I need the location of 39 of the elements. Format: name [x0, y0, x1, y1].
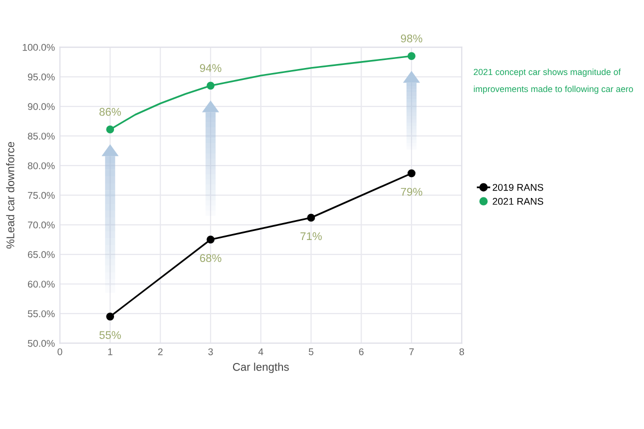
y-tick-label: 65.0% — [28, 251, 55, 258]
x-tick-label: 4 — [258, 348, 264, 356]
y-tick-label: 90.0% — [28, 103, 55, 110]
y-tick-label: 85.0% — [28, 132, 55, 140]
y-tick-label: 80.0% — [28, 162, 55, 170]
x-tick-label: 7 — [409, 348, 414, 356]
x-tick-label: 5 — [308, 348, 314, 356]
data-label: 68% — [200, 254, 222, 262]
legend-label: 2019 RANS — [492, 184, 544, 191]
x-tick-label: 2 — [158, 348, 163, 356]
x-axis-title: Car lengths — [232, 362, 289, 374]
point — [408, 169, 416, 178]
y-tick-label: 100.0% — [22, 44, 55, 51]
x-tick-label: 1 — [108, 348, 112, 356]
data-label: 98% — [400, 34, 422, 42]
y-tick-label: 75.0% — [28, 192, 55, 199]
y-tick-label: 55.0% — [28, 310, 55, 318]
x-tick-label: 3 — [208, 348, 213, 356]
point — [206, 82, 215, 90]
y-tick-label: 50.0% — [28, 340, 55, 347]
x-tick-label: 0 — [58, 348, 62, 356]
x-tick-label: 8 — [459, 348, 464, 356]
point — [408, 52, 416, 60]
text: 2021 concept car shows magnitude of improvements made to following car aero — [474, 68, 633, 94]
y-axis-title: %Lead car downforce — [6, 142, 14, 249]
legend-label: 2021 RANS — [492, 198, 544, 205]
y-tick-label: 60.0% — [28, 280, 55, 288]
point — [106, 312, 114, 321]
data-label: 55% — [99, 331, 121, 339]
data-label: 79% — [400, 188, 422, 196]
data-label: 94% — [200, 64, 222, 72]
point — [307, 214, 316, 222]
data-label: 71% — [300, 232, 322, 240]
point — [206, 236, 215, 244]
y-tick-label: 70.0% — [28, 222, 55, 228]
data-label: 86% — [99, 108, 121, 116]
x-tick-label: 6 — [359, 348, 364, 356]
y-tick-label: 95.0% — [28, 74, 55, 80]
point — [106, 126, 114, 134]
